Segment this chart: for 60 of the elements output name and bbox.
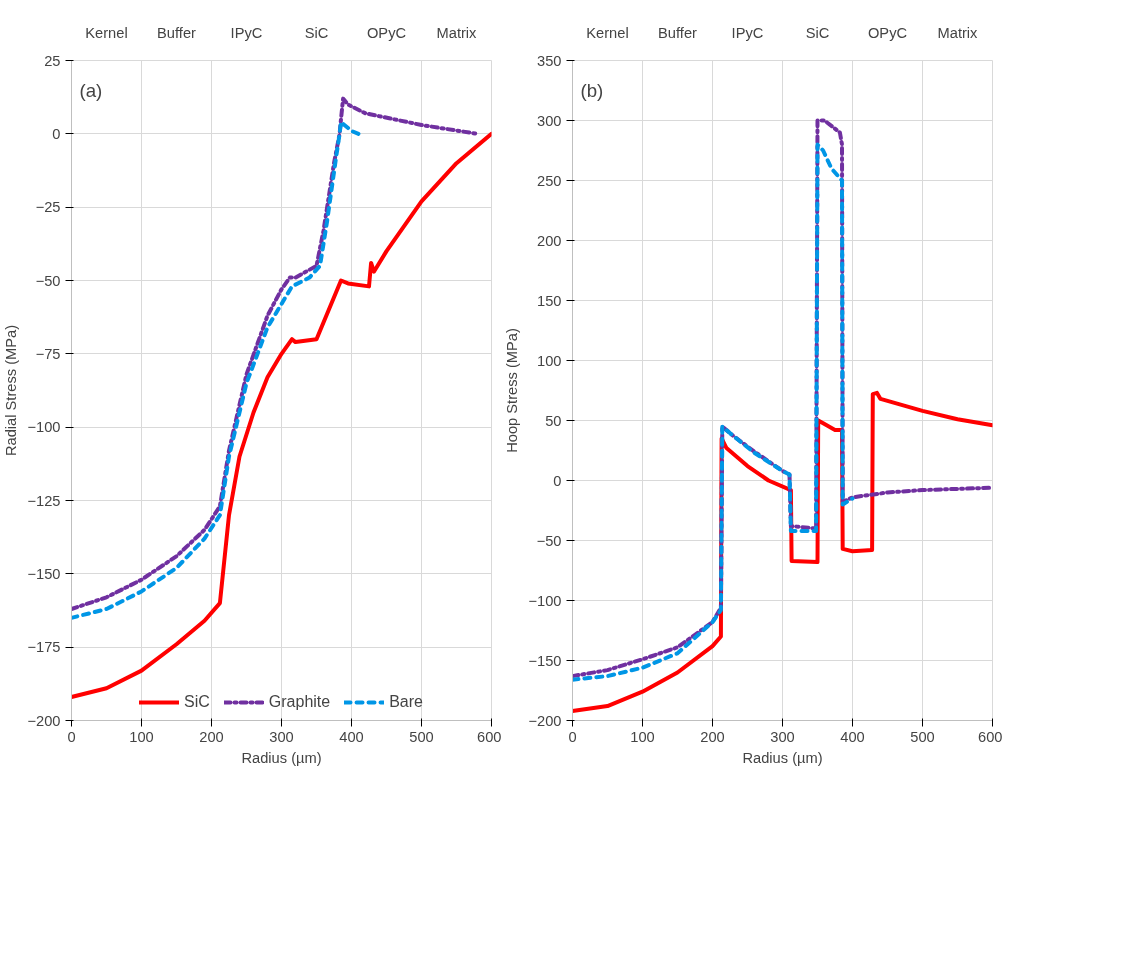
y-tick-label: −150 (27, 565, 61, 582)
y-tick-label: 350 (537, 52, 562, 69)
y-tick-label: 300 (537, 112, 562, 129)
text: OPyC (366, 24, 407, 41)
text: Kernel (586, 24, 629, 41)
y-tick-label: 0 (52, 125, 61, 142)
y-tick-label: 250 (537, 172, 562, 189)
x-tick-label: 200 (199, 728, 224, 745)
y-tick-label: −100 (528, 592, 562, 609)
text: OPyC (867, 24, 908, 41)
x-tick-label: 0 (67, 728, 76, 745)
text: IPyC (731, 24, 764, 41)
x-tick-label: 0 (568, 728, 577, 745)
y-tick-label: −100 (27, 419, 61, 436)
x-tick-label: 400 (840, 728, 865, 745)
text: IPyC (230, 24, 263, 41)
x-tick-label: 200 (700, 728, 725, 745)
x-tick-label: 600 (978, 728, 1003, 745)
x-tick-label: 300 (269, 728, 294, 745)
y-tick-label: −50 (35, 272, 61, 289)
text: Buffer (658, 24, 698, 41)
y-tick-label: 150 (537, 292, 562, 309)
y-tick-label: −150 (528, 652, 562, 669)
line-series (71, 120, 361, 620)
line-series (572, 118, 993, 679)
y-tick-label: 200 (537, 232, 562, 249)
x-tick-label: 500 (910, 728, 935, 745)
text: Matrix (436, 24, 478, 41)
legend-label: SiC (184, 693, 210, 711)
x-tick-label: 500 (409, 728, 434, 745)
y-axis-title: Hoop Stress (MPa) (504, 328, 521, 453)
legend-label: Bare (389, 693, 423, 711)
annotation: (b) (580, 79, 604, 101)
x-tick-label: 100 (129, 728, 154, 745)
y-axis-title: Radial Stress (MPa) (3, 324, 20, 457)
legend-label: Graphite (268, 693, 331, 711)
y-tick-label: −75 (35, 345, 61, 362)
y-tick-label: −50 (536, 532, 562, 549)
text: Matrix (937, 24, 979, 41)
y-tick-label: −200 (528, 712, 562, 729)
x-axis-title: Radius (µm) (241, 749, 322, 766)
text: Buffer (157, 24, 197, 41)
text: SiC (304, 24, 329, 41)
line-series (572, 142, 855, 682)
y-tick-label: −25 (35, 199, 61, 216)
x-tick-label: 300 (770, 728, 795, 745)
x-tick-label: 100 (630, 728, 655, 745)
y-tick-label: 100 (537, 352, 562, 369)
annotation: (a) (79, 79, 103, 101)
y-tick-label: 50 (545, 412, 562, 429)
x-tick-label: 400 (339, 728, 364, 745)
y-tick-label: −200 (27, 712, 61, 729)
y-tick-label: −125 (27, 492, 61, 509)
x-axis-title: Radius (µm) (742, 749, 823, 766)
y-tick-label: 25 (44, 52, 61, 69)
text: SiC (805, 24, 830, 41)
y-tick-label: 0 (553, 472, 562, 489)
y-tick-label: −175 (27, 639, 61, 656)
x-tick-label: 600 (477, 728, 502, 745)
text: Kernel (85, 24, 128, 41)
